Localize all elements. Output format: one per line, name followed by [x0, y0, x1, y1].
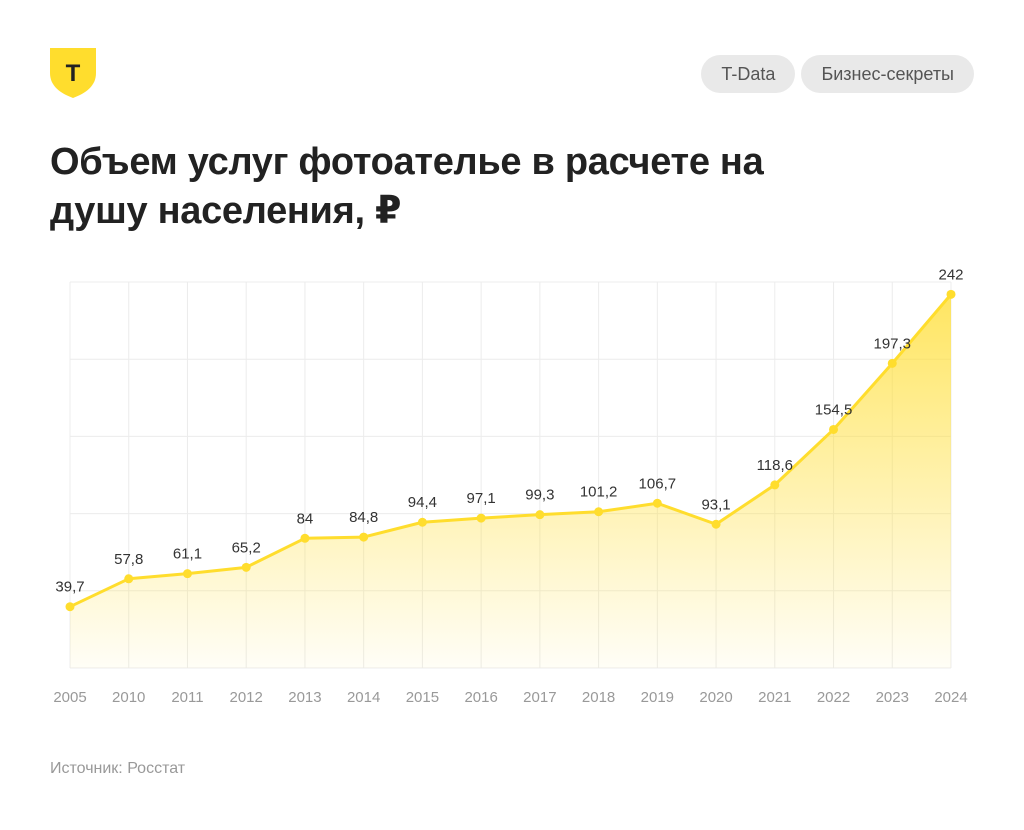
- data-label: 84: [297, 510, 314, 527]
- data-point: [65, 602, 75, 612]
- data-point: [417, 517, 427, 527]
- data-label: 197,3: [873, 335, 911, 352]
- data-point: [652, 498, 662, 508]
- data-label: 39,7: [55, 579, 84, 596]
- data-label: 97,1: [467, 490, 496, 507]
- data-point: [300, 533, 310, 543]
- x-tick-label: 2020: [699, 689, 732, 706]
- data-point: [770, 480, 780, 490]
- data-point: [711, 519, 721, 529]
- data-point: [535, 510, 545, 520]
- x-tick-label: 2022: [817, 689, 850, 706]
- data-point: [594, 507, 604, 517]
- chart-title: Объем услуг фотоателье в расчете на душу…: [50, 141, 764, 232]
- brand-logo: T: [50, 48, 96, 98]
- data-label: 242: [938, 266, 963, 283]
- x-tick-label: 2017: [523, 689, 556, 706]
- x-tick-label: 2010: [112, 689, 145, 706]
- x-tick-label: 2019: [641, 689, 674, 706]
- x-tick-label: 2011: [171, 689, 203, 706]
- data-label: 99,3: [525, 487, 554, 504]
- data-point: [946, 289, 956, 299]
- logo-letter: T: [66, 60, 81, 87]
- data-label: 93,1: [701, 496, 730, 513]
- x-tick-label: 2021: [758, 689, 791, 706]
- source-note: Источник: Росстат: [50, 760, 186, 777]
- data-point: [359, 532, 369, 542]
- tag-business-secrets[interactable]: Бизнес-секреты: [801, 55, 974, 93]
- data-label: 101,2: [580, 484, 618, 501]
- data-point: [124, 574, 134, 584]
- series-line: [69, 293, 953, 609]
- x-tick-label: 2015: [406, 689, 439, 706]
- data-points: [65, 289, 956, 612]
- x-axis-ticks: 2005 2010 2011 2012 2013 2014 2015 2016 2017 2018…: [53, 689, 967, 706]
- data-label: 61,1: [173, 546, 202, 563]
- data-label: 154,5: [815, 401, 853, 418]
- data-point: [241, 562, 251, 572]
- data-label: 106,7: [639, 475, 677, 492]
- data-label: 57,8: [114, 551, 143, 568]
- data-point: [182, 569, 192, 579]
- x-tick-label: 2013: [288, 689, 321, 706]
- tag-t-data[interactable]: T-Data: [701, 55, 796, 93]
- x-tick-label: 2018: [582, 689, 615, 706]
- area-fill: [70, 294, 951, 668]
- data-label: 65,2: [232, 539, 261, 556]
- data-labels: 39,7 57,8 61,1 65,2 84 84,8 94,4 97,1 99,3 101,2 1…: [55, 266, 963, 595]
- data-label: 94,4: [408, 494, 437, 511]
- x-tick-label: 2012: [230, 689, 263, 706]
- data-point: [476, 513, 486, 523]
- tag-list: T-Data Бизнес-секреты: [701, 55, 974, 93]
- data-point: [887, 358, 897, 368]
- x-tick-label: 2024: [934, 689, 967, 706]
- data-label: 118,6: [757, 457, 793, 474]
- x-tick-label: 2016: [464, 689, 497, 706]
- data-label: 84,8: [349, 509, 378, 526]
- x-tick-label: 2014: [347, 689, 380, 706]
- x-tick-label: 2023: [876, 689, 909, 706]
- x-tick-label: 2005: [53, 689, 86, 706]
- data-point: [829, 424, 839, 434]
